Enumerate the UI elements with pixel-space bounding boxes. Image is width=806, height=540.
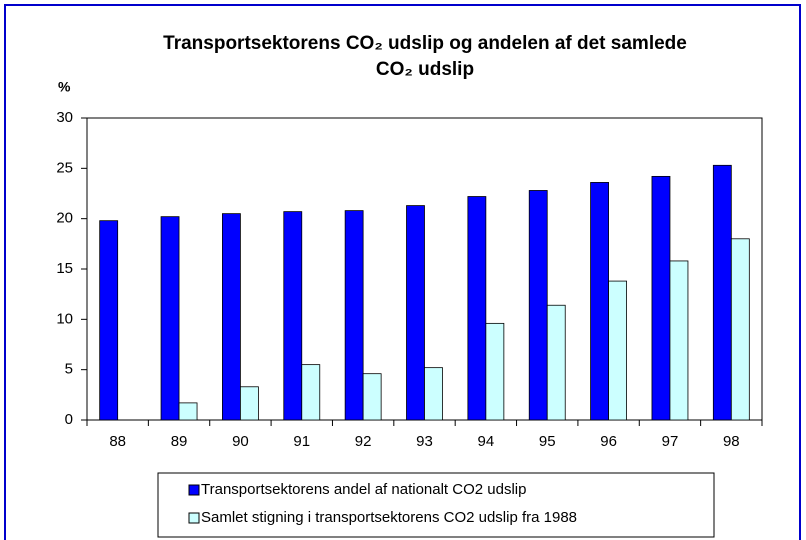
bar: [651, 175, 671, 421]
x-tick-label: 96: [600, 433, 617, 450]
chart-title: Transportsektorens CO₂ udslip og andelen…: [163, 33, 687, 54]
legend-swatch: [188, 512, 200, 524]
x-tick-label: 93: [416, 433, 433, 450]
y-tick-label: 5: [65, 361, 73, 378]
frame: [4, 4, 801, 540]
bar: [712, 164, 732, 421]
bar: [283, 211, 303, 421]
x-tick-label: 94: [478, 433, 495, 450]
bar: [301, 364, 321, 421]
y-tick-label: 20: [56, 210, 73, 227]
legend-swatch: [188, 484, 200, 496]
bar: [222, 213, 241, 421]
y-tick-label: 0: [65, 411, 73, 428]
bar: [406, 205, 425, 421]
y-tick-label: 10: [56, 310, 73, 327]
bar: [178, 402, 198, 421]
x-tick-label: 98: [723, 433, 740, 450]
bar: [590, 182, 609, 421]
y-axis-label: %: [58, 79, 71, 95]
x-tick-label: 95: [539, 433, 556, 450]
bar: [240, 386, 259, 421]
legend: [157, 472, 715, 538]
x-tick-label: 97: [662, 433, 679, 450]
bar: [467, 196, 487, 421]
x-tick-label: 88: [109, 433, 126, 450]
bar: [424, 367, 443, 421]
bar: [99, 220, 119, 421]
legend-label: Samlet stigning i transportsektorens CO2…: [201, 509, 577, 526]
legend-label: Transportsektorens andel af nationalt CO…: [201, 481, 526, 498]
x-tick-label: 91: [293, 433, 310, 450]
x-tick-label: 89: [171, 433, 188, 450]
bar: [608, 280, 627, 421]
x-tick-label: 90: [232, 433, 249, 450]
bar: [669, 260, 689, 421]
chart-title: CO₂ udslip: [376, 59, 474, 80]
x-tick-label: 92: [355, 433, 372, 450]
y-tick-label: 15: [56, 260, 73, 277]
bar: [160, 216, 180, 421]
y-tick-label: 30: [56, 109, 73, 126]
bar: [546, 304, 566, 421]
bar: [344, 210, 364, 421]
bar: [730, 238, 750, 421]
bar: [362, 373, 382, 421]
bar: [528, 190, 548, 421]
bar: [485, 322, 505, 421]
y-tick-label: 25: [56, 159, 73, 176]
